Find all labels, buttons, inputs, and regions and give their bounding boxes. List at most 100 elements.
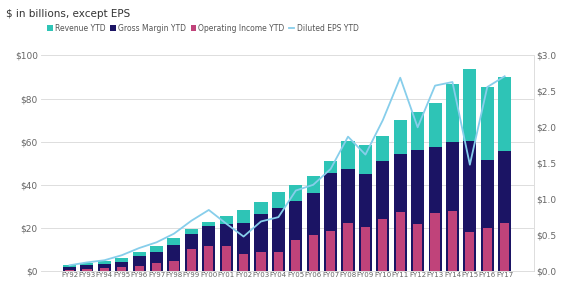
Diluted EPS YTD xyxy=(397,76,404,79)
Bar xyxy=(272,192,285,271)
Bar xyxy=(429,147,441,271)
Diluted EPS YTD xyxy=(223,222,230,225)
Bar xyxy=(359,145,372,271)
Bar xyxy=(81,265,93,271)
Diluted EPS YTD xyxy=(66,263,73,267)
Bar xyxy=(117,267,126,271)
Bar xyxy=(185,229,198,271)
Bar xyxy=(500,223,509,271)
Diluted EPS YTD xyxy=(327,167,334,171)
Bar xyxy=(202,222,215,271)
Bar xyxy=(483,228,492,271)
Diluted EPS YTD xyxy=(379,118,386,122)
Diluted EPS YTD xyxy=(171,232,177,236)
Diluted EPS YTD xyxy=(258,220,264,223)
Bar xyxy=(204,246,213,271)
Bar xyxy=(396,213,405,271)
Bar xyxy=(222,246,231,271)
Bar xyxy=(98,261,111,271)
Bar xyxy=(63,267,76,271)
Bar xyxy=(307,176,320,271)
Bar xyxy=(150,252,163,271)
Bar xyxy=(202,226,215,271)
Bar xyxy=(82,269,92,271)
Bar xyxy=(430,213,440,271)
Bar xyxy=(498,77,511,271)
Bar xyxy=(463,140,476,271)
Diluted EPS YTD xyxy=(449,80,456,84)
Bar xyxy=(411,150,424,271)
Bar xyxy=(413,224,422,271)
Line: Diluted EPS YTD: Diluted EPS YTD xyxy=(70,76,505,265)
Bar xyxy=(168,245,180,271)
Diluted EPS YTD xyxy=(345,135,351,139)
Bar xyxy=(185,234,198,271)
Bar xyxy=(133,252,146,271)
Diluted EPS YTD xyxy=(484,85,491,89)
Bar xyxy=(324,173,337,271)
Bar xyxy=(81,263,93,271)
Diluted EPS YTD xyxy=(292,189,299,192)
Diluted EPS YTD xyxy=(205,208,212,212)
Bar xyxy=(343,222,353,271)
Bar xyxy=(255,202,267,271)
Bar xyxy=(342,169,354,271)
Bar xyxy=(291,240,300,271)
Legend: Revenue YTD, Gross Margin YTD, Operating Income YTD, Diluted EPS YTD: Revenue YTD, Gross Margin YTD, Operating… xyxy=(45,20,361,35)
Bar xyxy=(220,224,233,271)
Diluted EPS YTD xyxy=(118,253,125,257)
Bar xyxy=(326,231,335,271)
Bar xyxy=(309,235,318,271)
Bar xyxy=(115,258,128,271)
Bar xyxy=(168,238,180,271)
Bar xyxy=(187,249,196,271)
Bar xyxy=(498,151,511,271)
Bar xyxy=(100,268,109,271)
Diluted EPS YTD xyxy=(188,219,195,223)
Bar xyxy=(411,112,424,271)
Diluted EPS YTD xyxy=(432,84,438,87)
Bar xyxy=(359,174,372,271)
Bar xyxy=(237,223,250,271)
Bar xyxy=(429,103,441,271)
Diluted EPS YTD xyxy=(466,163,473,167)
Bar xyxy=(272,208,285,271)
Bar xyxy=(63,265,76,271)
Diluted EPS YTD xyxy=(362,153,369,156)
Bar xyxy=(324,161,337,271)
Bar xyxy=(448,211,457,271)
Bar xyxy=(342,141,354,271)
Bar xyxy=(289,185,302,271)
Diluted EPS YTD xyxy=(153,241,160,244)
Diluted EPS YTD xyxy=(84,261,90,264)
Bar xyxy=(378,219,387,271)
Bar xyxy=(98,264,111,271)
Bar xyxy=(446,84,459,271)
Diluted EPS YTD xyxy=(136,246,143,250)
Bar xyxy=(463,69,476,271)
Bar xyxy=(446,142,459,271)
Bar xyxy=(255,214,267,271)
Diluted EPS YTD xyxy=(501,75,508,78)
Bar xyxy=(152,263,161,271)
Text: $ in billions, except EPS: $ in billions, except EPS xyxy=(6,9,130,19)
Bar xyxy=(376,161,389,271)
Bar xyxy=(465,232,474,271)
Bar xyxy=(169,261,179,271)
Bar xyxy=(220,217,233,271)
Bar xyxy=(239,254,248,271)
Bar xyxy=(256,252,266,271)
Diluted EPS YTD xyxy=(101,258,108,262)
Diluted EPS YTD xyxy=(310,183,317,187)
Bar xyxy=(376,136,389,271)
Bar xyxy=(274,252,283,271)
Bar xyxy=(394,120,407,271)
Bar xyxy=(361,227,370,271)
Bar xyxy=(481,87,494,271)
Diluted EPS YTD xyxy=(240,235,247,238)
Bar xyxy=(150,246,163,271)
Diluted EPS YTD xyxy=(414,125,421,129)
Bar xyxy=(65,270,74,271)
Diluted EPS YTD xyxy=(275,215,282,219)
Bar xyxy=(115,261,128,271)
